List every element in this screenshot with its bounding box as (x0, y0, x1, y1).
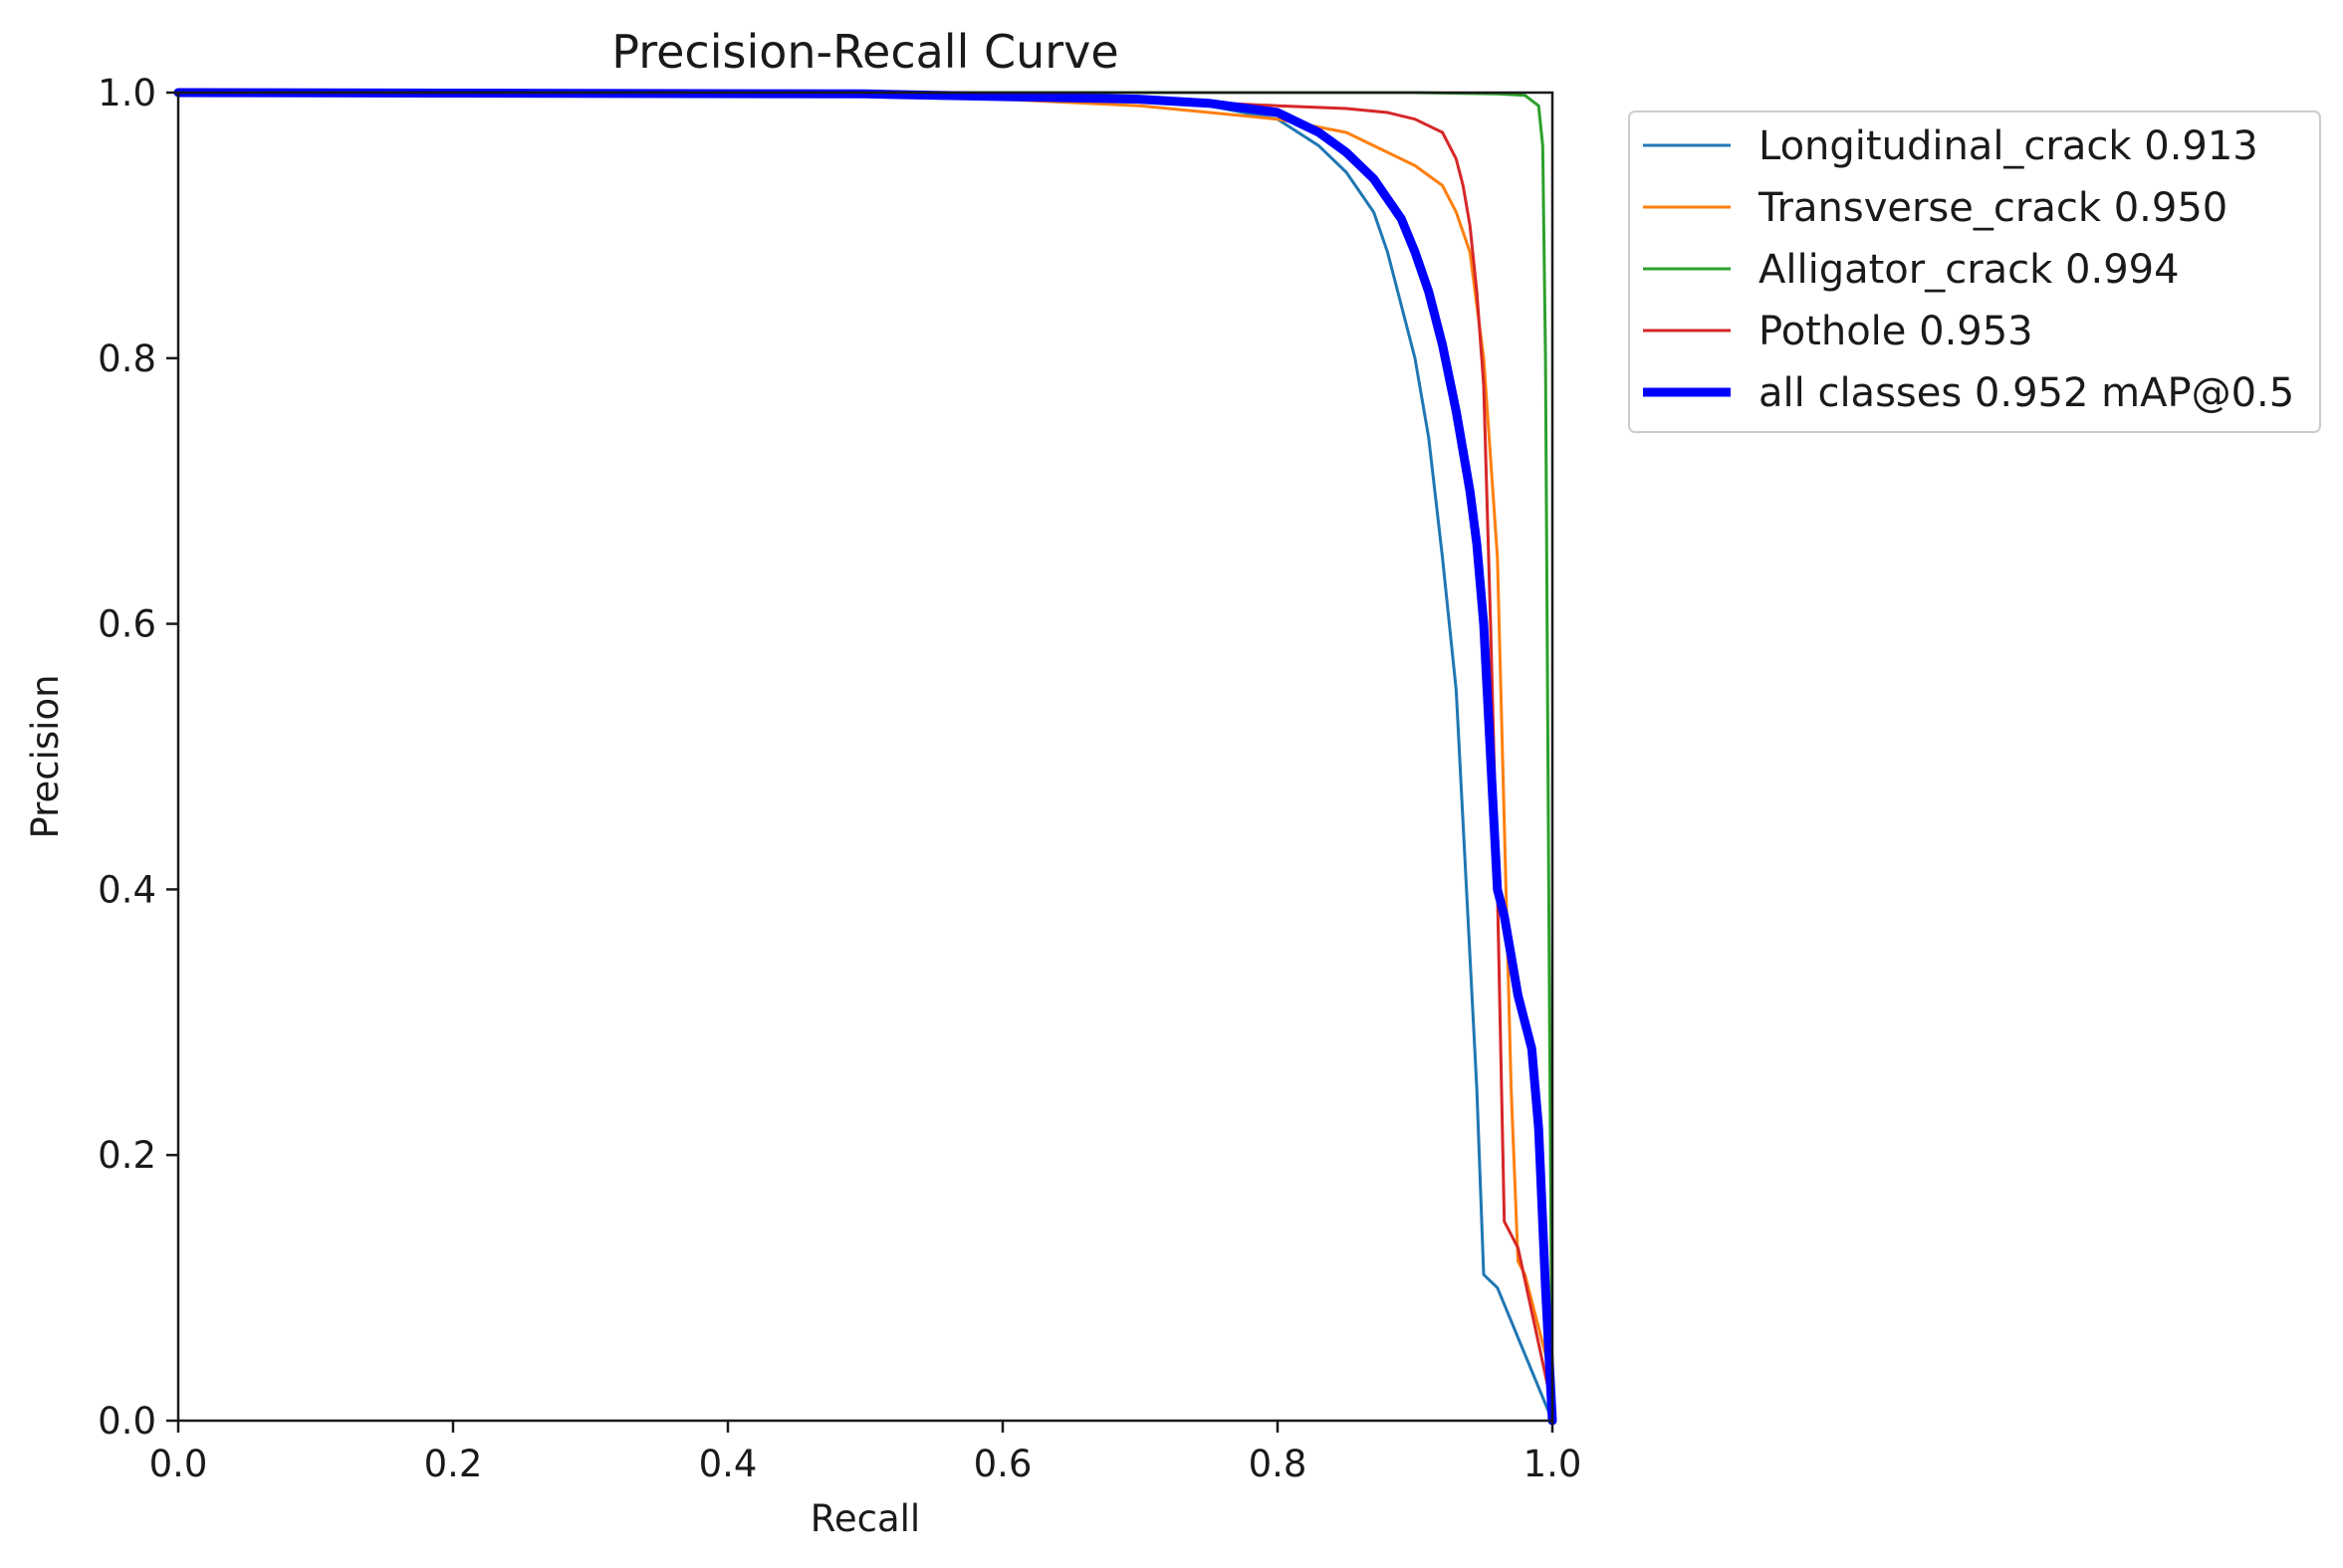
y-tick-label: 0.0 (98, 1400, 156, 1443)
legend-label-2: Alligator_crack 0.994 (1758, 247, 2180, 293)
x-tick-label: 0.6 (974, 1443, 1033, 1485)
series-line-2 (176, 91, 1554, 1423)
x-tick-label: 0.4 (699, 1443, 758, 1485)
series-layer (173, 88, 1557, 1426)
series-line-1 (176, 91, 1554, 1383)
x-tick-label: 0.2 (424, 1443, 483, 1485)
y-axis-label: Precision (24, 674, 67, 838)
x-axis: 0.0 0.2 0.4 0.6 0.8 1.0 (149, 1421, 1582, 1485)
legend: Longitudinal_crack 0.913 Transverse_crack… (1628, 111, 2321, 433)
y-tick-label: 0.4 (98, 868, 156, 911)
legend-label-0: Longitudinal_crack 0.913 (1758, 123, 2258, 169)
legend-label-1: Transverse_crack 0.950 (1757, 185, 2227, 231)
legend-items: Longitudinal_crack 0.913 Transverse_crack… (1643, 123, 2294, 416)
x-tick-label: 0.8 (1249, 1443, 1307, 1485)
x-tick-label: 1.0 (1523, 1443, 1582, 1485)
y-tick-label: 0.6 (98, 603, 156, 646)
legend-label-3: Pothole 0.953 (1758, 309, 2033, 354)
plot-frame (176, 91, 1554, 1423)
series-line-4 (173, 88, 1557, 1426)
chart-title: Precision-Recall Curve (611, 25, 1118, 79)
series-line-3 (176, 91, 1554, 1410)
y-tick-label: 0.2 (98, 1134, 156, 1177)
x-tick-label: 0.0 (149, 1443, 208, 1485)
series-line-0 (176, 91, 1554, 1423)
y-tick-label: 0.8 (98, 337, 156, 380)
y-axis: 0.0 0.2 0.4 0.6 0.8 1.0 (98, 72, 178, 1443)
y-tick-label: 1.0 (98, 72, 156, 114)
x-axis-label: Recall (811, 1497, 920, 1540)
legend-box (1628, 111, 2321, 433)
legend-label-4: all classes 0.952 mAP@0.5 (1758, 370, 2294, 416)
